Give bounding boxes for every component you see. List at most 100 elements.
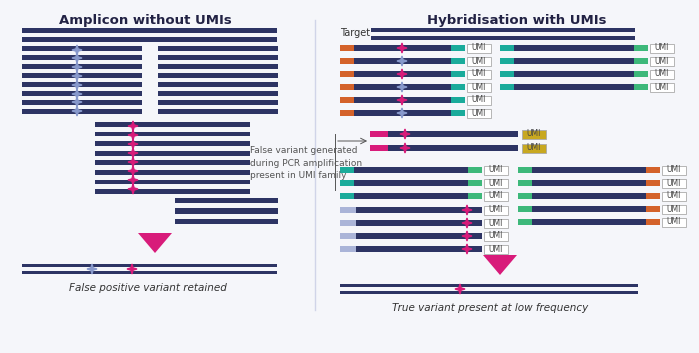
Bar [467, 70, 491, 78]
Bar [356, 220, 482, 226]
Polygon shape [462, 218, 472, 228]
Text: Target: Target [340, 28, 370, 38]
Polygon shape [397, 56, 407, 66]
Text: UMI: UMI [472, 43, 487, 53]
Polygon shape [72, 80, 82, 90]
Polygon shape [128, 184, 138, 194]
Bar [514, 45, 634, 51]
Bar [484, 232, 508, 240]
Polygon shape [128, 166, 138, 176]
Bar [468, 193, 482, 199]
Bar [532, 219, 646, 225]
Text: UMI: UMI [489, 191, 503, 201]
Bar [468, 180, 482, 186]
Bar [646, 219, 660, 225]
Bar [451, 45, 465, 51]
Polygon shape [128, 175, 138, 185]
Bar [22, 37, 277, 42]
Bar [662, 179, 686, 187]
Bar [500, 84, 514, 90]
Bar [388, 131, 518, 137]
Bar [532, 167, 646, 173]
Polygon shape [397, 43, 407, 53]
Bar [354, 110, 451, 116]
Bar [22, 100, 142, 105]
Polygon shape [72, 89, 82, 99]
Bar [484, 179, 508, 187]
Text: UMI: UMI [489, 245, 503, 253]
Text: UMI: UMI [655, 70, 669, 78]
Bar [522, 144, 546, 152]
Text: UMI: UMI [667, 217, 682, 227]
Bar [354, 97, 451, 103]
Bar [662, 191, 686, 201]
Polygon shape [128, 130, 138, 140]
Text: UMI: UMI [655, 56, 669, 66]
Text: UMI: UMI [472, 96, 487, 104]
Text: False positive variant retained: False positive variant retained [69, 283, 227, 293]
Bar [340, 110, 354, 116]
Bar [356, 207, 482, 213]
Bar [500, 45, 514, 51]
Bar [340, 246, 356, 252]
Bar [340, 45, 354, 51]
Bar [175, 198, 278, 203]
Bar [175, 219, 278, 224]
Bar [356, 246, 482, 252]
Bar [514, 58, 634, 64]
Text: UMI: UMI [667, 179, 682, 187]
Bar [95, 151, 250, 156]
Polygon shape [397, 69, 407, 79]
Polygon shape [462, 205, 472, 215]
Bar [22, 28, 277, 33]
Bar [484, 191, 508, 201]
Bar [484, 166, 508, 174]
Polygon shape [397, 82, 407, 92]
Polygon shape [128, 157, 138, 167]
Bar [518, 180, 532, 186]
Text: UMI: UMI [472, 56, 487, 66]
Bar [340, 97, 354, 103]
Bar [22, 109, 142, 114]
Bar [650, 56, 674, 66]
Bar [646, 180, 660, 186]
Bar [354, 84, 451, 90]
Bar [95, 160, 250, 165]
Text: UMI: UMI [667, 204, 682, 214]
Bar [340, 220, 356, 226]
Bar [370, 145, 388, 151]
Bar [354, 180, 468, 186]
Polygon shape [128, 139, 138, 149]
Text: False variant generated
during PCR amplification
present in UMI family: False variant generated during PCR ampli… [250, 146, 362, 180]
Text: UMI: UMI [667, 166, 682, 174]
Bar [95, 170, 250, 175]
Text: UMI: UMI [472, 70, 487, 78]
Bar [650, 83, 674, 91]
Polygon shape [72, 97, 82, 107]
Bar [451, 110, 465, 116]
Polygon shape [72, 62, 82, 72]
Bar [500, 58, 514, 64]
Bar [451, 71, 465, 77]
Bar [158, 55, 278, 60]
Bar [634, 84, 648, 90]
Bar [451, 58, 465, 64]
Bar [634, 45, 648, 51]
Bar [340, 193, 354, 199]
Bar [467, 83, 491, 91]
Bar [532, 180, 646, 186]
Bar [662, 217, 686, 227]
Bar [22, 264, 277, 267]
Polygon shape [128, 148, 138, 158]
Bar [354, 193, 468, 199]
Bar [650, 43, 674, 53]
Bar [634, 58, 648, 64]
Bar [354, 167, 468, 173]
Bar [340, 207, 356, 213]
Polygon shape [138, 233, 172, 253]
Bar [175, 208, 278, 214]
Bar [646, 206, 660, 212]
Polygon shape [462, 244, 472, 254]
Text: UMI: UMI [655, 43, 669, 53]
Bar [467, 108, 491, 118]
